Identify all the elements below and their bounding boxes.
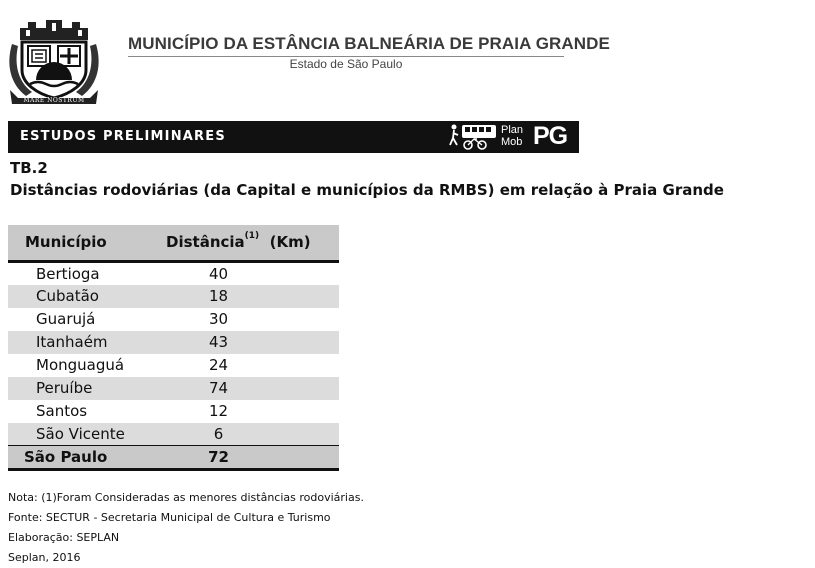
logo-text-planmob: Plan Mob: [501, 124, 524, 148]
cell-municipio: Guarujá: [36, 310, 96, 328]
table-title: Distâncias rodoviárias (da Capital e mun…: [10, 181, 724, 199]
banner-label: ESTUDOS PRELIMINARES: [20, 129, 226, 144]
table-total-row: São Paulo 72: [8, 445, 339, 470]
municipality-title: MUNICÍPIO DA ESTÂNCIA BALNEÁRIA DE PRAIA…: [128, 34, 610, 53]
table-code: TB.2: [10, 159, 48, 177]
cell-distancia: 6: [213, 424, 224, 443]
cell-distancia: 74: [208, 379, 229, 397]
cell-municipio: Itanhaém: [36, 333, 108, 351]
table-row: Cubatão 18: [8, 284, 339, 308]
logo-text-pg: PG: [533, 122, 568, 150]
table-row: Guarujá 30: [8, 308, 339, 331]
source-line: Fonte: SECTUR - Secretaria Municipal de …: [8, 511, 331, 524]
table-header-row: Município Distância(1) (Km): [8, 225, 339, 263]
header-divider: [128, 56, 564, 57]
cell-distancia: 24: [208, 356, 229, 374]
table-row: Monguaguá 24: [8, 354, 339, 377]
table-row: Bertioga 40: [8, 261, 339, 285]
cell-distancia: 30: [208, 310, 229, 328]
note-line: Nota: (1)Foram Consideradas as menores d…: [8, 491, 364, 504]
cell-municipio: Peruíbe: [36, 379, 93, 397]
cell-distancia: 18: [208, 287, 229, 305]
table-row: Peruíbe 74: [8, 376, 339, 400]
distance-table: Município Distância(1) (Km) Bertioga 40 C…: [8, 225, 339, 471]
cell-municipio: Monguaguá: [36, 356, 125, 374]
cell-municipio-total: São Paulo: [24, 448, 108, 466]
table-row: Santos 12: [8, 400, 339, 423]
cell-municipio: Bertioga: [36, 264, 100, 283]
pedestrian-bike-bus-icon: [449, 124, 496, 150]
credit-line: Seplan, 2016: [8, 551, 81, 564]
cell-distancia: 12: [208, 402, 229, 420]
municipal-crest-icon: MARE NOSTRUM: [9, 20, 99, 104]
cell-municipio: Cubatão: [36, 287, 99, 305]
planmob-logo: Plan Mob PG: [449, 122, 575, 151]
cell-distancia: 43: [208, 333, 229, 351]
table-notes: Nota: (1)Foram Consideradas as menores d…: [8, 488, 364, 568]
cell-municipio: São Vicente: [36, 424, 125, 443]
state-subtitle: Estado de São Paulo: [289, 57, 403, 71]
footnote-marker: (1): [244, 231, 260, 242]
column-header-distancia: Distância(1) (Km): [158, 225, 339, 263]
cell-distancia: 40: [208, 264, 229, 283]
cell-municipio: Santos: [36, 402, 88, 420]
column-header-municipio: Município: [8, 225, 158, 263]
section-banner: ESTUDOS PRELIMINARES Plan Mob PG: [8, 121, 579, 153]
cell-distancia-total: 72: [208, 448, 229, 466]
crest-motto: MARE NOSTRUM: [23, 97, 84, 104]
prepared-by-line: Elaboração: SEPLAN: [8, 531, 120, 544]
table-row: São Vicente 6: [8, 422, 339, 446]
table-row: Itanhaém 43: [8, 330, 339, 354]
